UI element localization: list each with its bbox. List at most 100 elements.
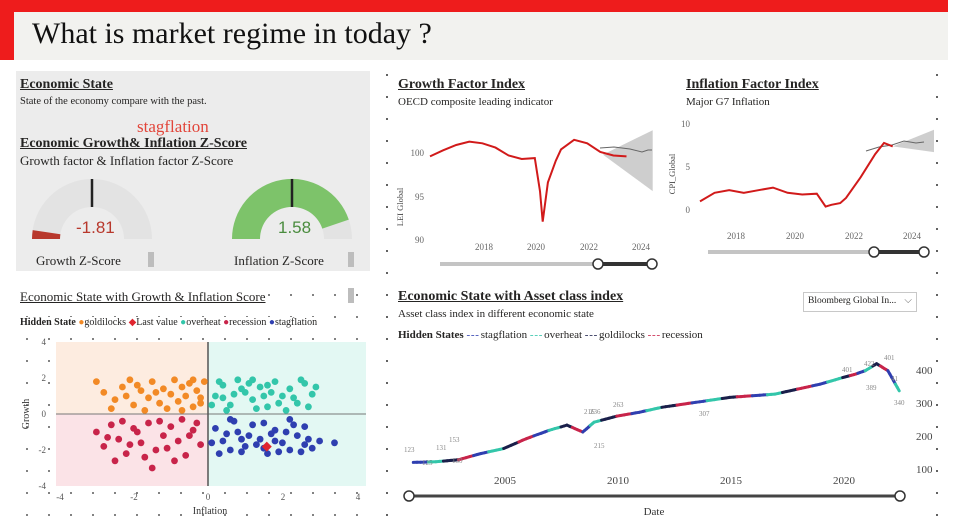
x-tick: -4 (56, 492, 64, 502)
scatter-point-stagflation (267, 430, 275, 438)
header-background (14, 12, 948, 60)
legend-item-stagflation[interactable]: stagflation (274, 317, 318, 328)
range-slider-handle-start[interactable] (403, 490, 415, 502)
legend-item-overheat[interactable]: overheat (544, 329, 583, 341)
legend-marker-recession: ● (223, 317, 230, 328)
y-tick: 300 (916, 398, 933, 410)
scatter-point-overheat (249, 396, 256, 403)
scatter-point-stagflation (279, 439, 286, 447)
scatter-point-overheat (293, 399, 301, 407)
asset-segment-overheat (895, 385, 901, 393)
asset-class-dropdown[interactable]: Bloomberg Global In... ⌵ (803, 292, 917, 312)
scatter-point-stagflation (301, 441, 309, 448)
legend-item-recession[interactable]: recession (229, 317, 267, 328)
inflation-factor-chart: CPI_Global 10 5 0 2018 2020 2022 2024 (667, 119, 934, 258)
growth-gauge-label: Growth Z-Score (36, 253, 121, 268)
legend-line-stagflation: - - - (466, 329, 478, 341)
forecast-mean-line (865, 140, 925, 152)
zscore-subtitle: Growth factor & Inflation factor Z-Score (20, 153, 234, 168)
scatter-point-overheat (264, 381, 271, 389)
range-slider-handle-start[interactable] (868, 246, 880, 258)
scatter-point-stagflation (212, 425, 219, 432)
economic-state-title: Economic State (20, 77, 113, 92)
zscore-title: Economic Growth& Inflation Z-Score (20, 136, 247, 151)
scatter-point-overheat (215, 378, 223, 385)
range-slider-handle-start[interactable] (592, 258, 604, 270)
scroll-handle[interactable] (348, 252, 354, 267)
range-slider-handle-end[interactable] (894, 490, 906, 502)
scatter-point-stagflation (286, 416, 294, 423)
scatter-point-stagflation (249, 421, 256, 429)
growth-factor-chart: LEI Global 100 95 90 2018 2020 2022 2024 (395, 130, 658, 270)
asset-legend: Hidden States - - - stagflation - - - ov… (398, 329, 703, 341)
scatter-point-goldilocks (174, 398, 182, 405)
scatter-point-overheat (305, 403, 312, 411)
quadrant-recession (56, 414, 208, 486)
legend-item-last-value[interactable]: Last value (136, 317, 178, 328)
scatter-point-goldilocks (122, 392, 130, 400)
scatter-point-stagflation (264, 450, 271, 457)
scatter-point-goldilocks (133, 381, 141, 389)
scroll-handle[interactable] (348, 288, 354, 303)
legend-marker-last-value: ◆ (128, 317, 137, 328)
scatter-point-stagflation (290, 421, 297, 429)
scatter-point-overheat (264, 403, 271, 411)
scatter-point-recession (93, 428, 100, 436)
scatter-point-overheat (212, 392, 219, 400)
scroll-handle[interactable] (148, 252, 154, 267)
scatter-point-stagflation (305, 435, 312, 443)
scatter-point-stagflation (271, 437, 279, 445)
scatter-point-overheat (267, 389, 275, 396)
point-label: 215 (594, 442, 605, 450)
y-tick: 400 (916, 365, 933, 377)
scatter-point-overheat (226, 401, 234, 409)
scatter-point-overheat (230, 390, 238, 398)
scatter-point-stagflation (223, 430, 231, 438)
point-label: 422 (864, 360, 875, 368)
y-axis-label: Growth (21, 399, 32, 430)
x-tick: 2010 (607, 475, 630, 487)
legend-item-stagflation[interactable]: stagflation (480, 329, 528, 341)
scatter-point-goldilocks (152, 389, 160, 396)
scatter-point-recession (133, 428, 141, 436)
canvas-grid-left (376, 64, 390, 524)
legend-line-overheat: - - - (529, 329, 542, 341)
point-label: 216 (584, 408, 595, 416)
legend-marker-goldilocks: ● (78, 317, 85, 328)
scatter-point-goldilocks (130, 401, 137, 409)
scatter-point-overheat (282, 407, 290, 414)
x-tick: 2020 (527, 242, 546, 252)
point-label: 307 (699, 410, 710, 418)
scatter-point-goldilocks (107, 405, 115, 412)
scatter-point-stagflation (219, 437, 227, 445)
x-tick: 2 (281, 492, 286, 502)
scatter-point-stagflation (331, 439, 338, 447)
economic-state-panel (16, 71, 370, 271)
scatter-point-goldilocks (200, 378, 208, 385)
scatter-point-goldilocks (189, 376, 197, 384)
scatter-point-stagflation (297, 448, 305, 456)
scatter-point-overheat (253, 405, 260, 412)
x-tick: 4 (356, 492, 361, 502)
range-slider-handle-end[interactable] (918, 246, 930, 258)
legend-item-goldilocks[interactable]: goldilocks (84, 317, 127, 328)
scatter-point-recession (137, 439, 145, 447)
scatter-point-stagflation (215, 450, 223, 457)
legend-item-overheat[interactable]: overheat (186, 317, 221, 328)
y-axis-label: CPI_Global (667, 153, 677, 194)
x-tick: 0 (206, 492, 211, 502)
scatter-point-stagflation (293, 432, 301, 439)
scatter-point-stagflation (275, 448, 283, 456)
x-tick: 2018 (475, 242, 494, 252)
legend-line-goldilocks: - - - (584, 329, 597, 341)
range-slider-handle-end[interactable] (646, 258, 658, 270)
dropdown-value: Bloomberg Global In... (808, 296, 897, 306)
scatter-point-stagflation (260, 419, 268, 427)
page-title: What is market regime in today ? (32, 17, 432, 50)
canvas-grid-right (926, 64, 948, 524)
legend-item-recession[interactable]: recession (661, 329, 703, 341)
legend-item-goldilocks[interactable]: goldilocks (599, 329, 645, 341)
scatter-point-stagflation (226, 446, 234, 454)
x-tick: 2022 (580, 242, 598, 252)
y-tick: 5 (686, 162, 691, 172)
